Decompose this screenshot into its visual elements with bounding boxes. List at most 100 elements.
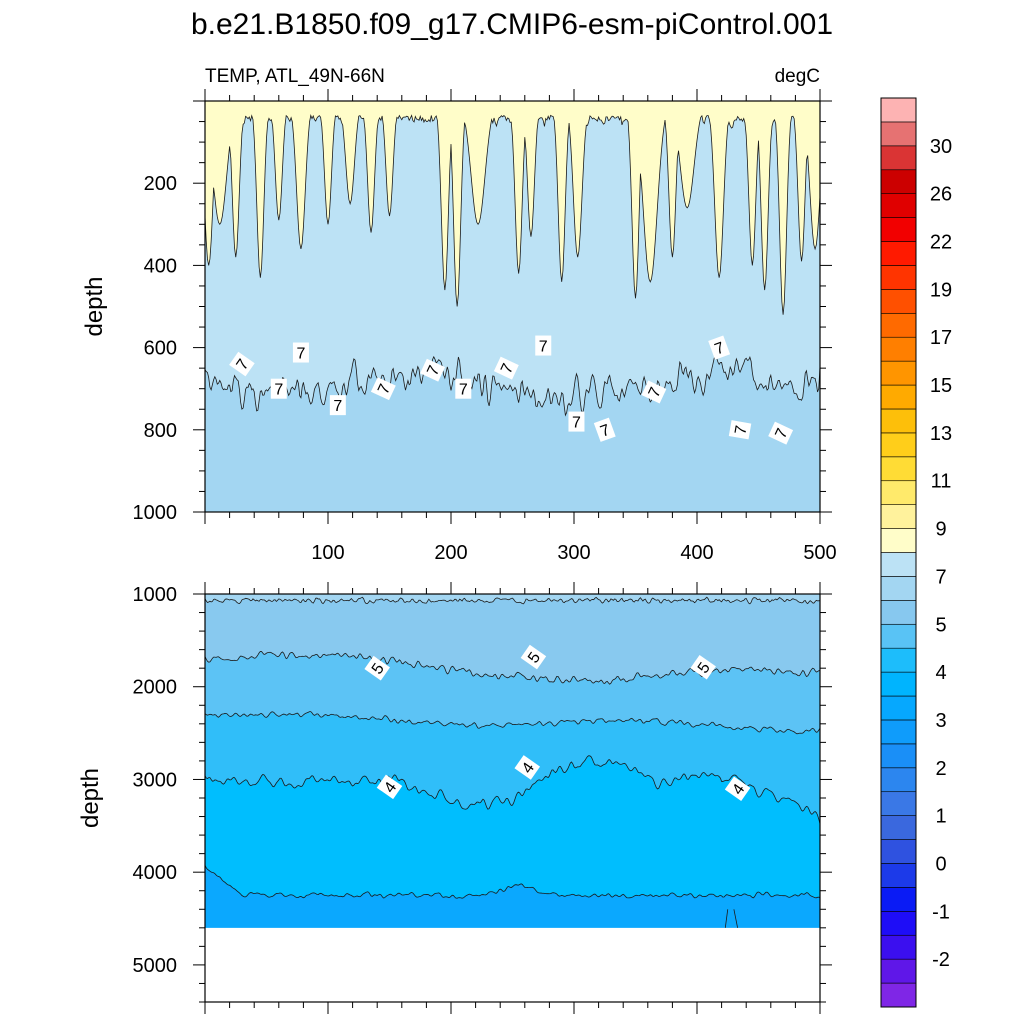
colorbar-swatch <box>880 384 917 410</box>
colorbar-tick-label: 3 <box>935 710 946 732</box>
lower-axes: 1000 2000 3000 4000 5000 depth <box>77 582 832 1014</box>
colorbar-swatch <box>880 719 917 745</box>
contour-label: 7 <box>708 335 731 360</box>
contour-label-bg <box>420 358 445 382</box>
upper-panel: 100 200 300 400 5002004006008001000depth7777… <box>81 89 837 564</box>
contour-label-bg <box>493 356 519 380</box>
x-tick-label: 400 <box>680 542 713 564</box>
contour-line-deep <box>724 909 738 928</box>
colorbar-swatch <box>880 934 917 960</box>
contour-label-bg <box>568 411 585 432</box>
contour-label-bg <box>708 335 731 360</box>
contour-label-text: 7 <box>732 424 750 436</box>
contour-label: 5 <box>520 644 547 670</box>
colorbar-swatch <box>880 97 917 123</box>
contour-label-bg <box>376 774 403 800</box>
contour-label: 4 <box>724 776 751 802</box>
colorbar-tick-label: 11 <box>931 471 952 493</box>
contour-label-bg <box>641 380 667 404</box>
colorbar-tick-label: 17 <box>930 327 952 349</box>
contour-label: 7 <box>728 420 752 440</box>
upper-plot-area <box>205 101 820 512</box>
upper-axes: 100 200 300 400 500 200 400 600 800 1000 depth <box>81 89 837 564</box>
colorbar-tick-label: 0 <box>935 853 946 875</box>
contour-9 <box>205 114 820 315</box>
contour-label-bg <box>514 755 541 780</box>
contour-label-text: 7 <box>333 398 342 415</box>
contour-line-5 <box>205 864 820 899</box>
y-tick-label: 5000 <box>133 955 178 977</box>
contour-label: 7 <box>493 356 519 380</box>
contour-line-3 <box>205 711 820 735</box>
colorbar-swatch <box>880 217 917 242</box>
lower-panel: 1000 2000 3000 4000 5000 depth 5 5 5 4 4 4 <box>77 582 832 1014</box>
contour-label-bg <box>724 776 751 802</box>
contour-label-bg <box>520 644 547 670</box>
colorbar-tick-label: 13 <box>930 423 952 445</box>
colorbar-swatch <box>880 480 917 505</box>
contour-label-bg <box>455 378 472 399</box>
colorbar-swatch <box>880 312 917 338</box>
colorbar-swatch <box>880 121 917 147</box>
contour-label-bg <box>270 378 287 399</box>
colorbar-swatch <box>880 241 917 266</box>
colorbar-tick-label: -1 <box>932 901 950 923</box>
x-tick-label: 500 <box>803 542 836 564</box>
contour-7 <box>205 355 820 417</box>
contour-label: 7 <box>593 417 616 442</box>
contour-line-4 <box>205 755 820 825</box>
colorbar-tick-label: 19 <box>930 279 952 301</box>
contour-label-text: 7 <box>459 382 468 399</box>
colorbar-swatch <box>880 695 917 721</box>
contour-label-bg <box>292 342 309 363</box>
contour-label: 7 <box>370 377 396 401</box>
layer-2 <box>205 597 820 685</box>
y-tick-label: 3000 <box>133 769 178 791</box>
panel-variable-label: TEMP, ATL_49N-66N <box>205 66 385 87</box>
y-tick-label: 2000 <box>133 677 178 699</box>
colorbar-tick-label: 26 <box>930 184 952 206</box>
contour-label: 7 <box>292 342 309 363</box>
colorbar-tick-label: 22 <box>930 232 952 254</box>
contour-label-text: 7 <box>296 346 305 363</box>
contour-label: 7 <box>535 335 552 356</box>
contour-label: 4 <box>376 774 403 800</box>
x-tick-label: 200 <box>434 542 467 564</box>
colorbar-swatch <box>880 863 917 888</box>
chart-title: b.e21.B1850.f09_g17.CMIP6-esm-piControl.… <box>191 8 833 41</box>
colorbar-swatch <box>880 528 917 553</box>
colorbar-swatch <box>880 432 917 458</box>
layer-4 <box>205 711 820 825</box>
colorbar-tick-label: 1 <box>935 806 946 828</box>
colorbar-swatch <box>880 169 917 194</box>
colorbar-swatch <box>880 600 917 625</box>
y-tick-label: 200 <box>144 173 177 195</box>
colorbar-frame <box>880 97 917 1008</box>
contour-label: 7 <box>641 380 667 404</box>
contour-label-bg <box>593 417 616 442</box>
colorbar-swatch <box>880 958 917 984</box>
contour-label-bg <box>690 654 716 680</box>
contour-label-bg <box>370 377 396 401</box>
x-tick-label: 300 <box>557 542 590 564</box>
contour-label-bg <box>768 421 794 445</box>
colorbar-swatch <box>880 791 917 816</box>
colorbar-tick-label: 15 <box>930 375 952 397</box>
panel-units-label: degC <box>775 66 820 87</box>
y-tick-label: 400 <box>144 255 177 277</box>
colorbar-swatch <box>880 336 917 362</box>
layer-3 <box>205 651 820 734</box>
colorbar-swatch <box>880 145 917 171</box>
contour-label-bg <box>229 351 255 377</box>
colorbar-swatch <box>880 623 917 649</box>
y-tick-label: 1000 <box>133 502 178 524</box>
contour-label: 7 <box>329 395 346 416</box>
colorbar-swatch <box>880 456 917 482</box>
colorbar-swatch <box>880 576 917 601</box>
x-tick-label: 100 <box>311 542 344 564</box>
contour-label: 7 <box>229 351 255 377</box>
colorbar-tick-label: 2 <box>935 758 946 780</box>
y-axis-label: depth <box>81 276 108 336</box>
colorbar-swatch <box>880 193 917 218</box>
colorbar-swatch <box>880 360 917 386</box>
